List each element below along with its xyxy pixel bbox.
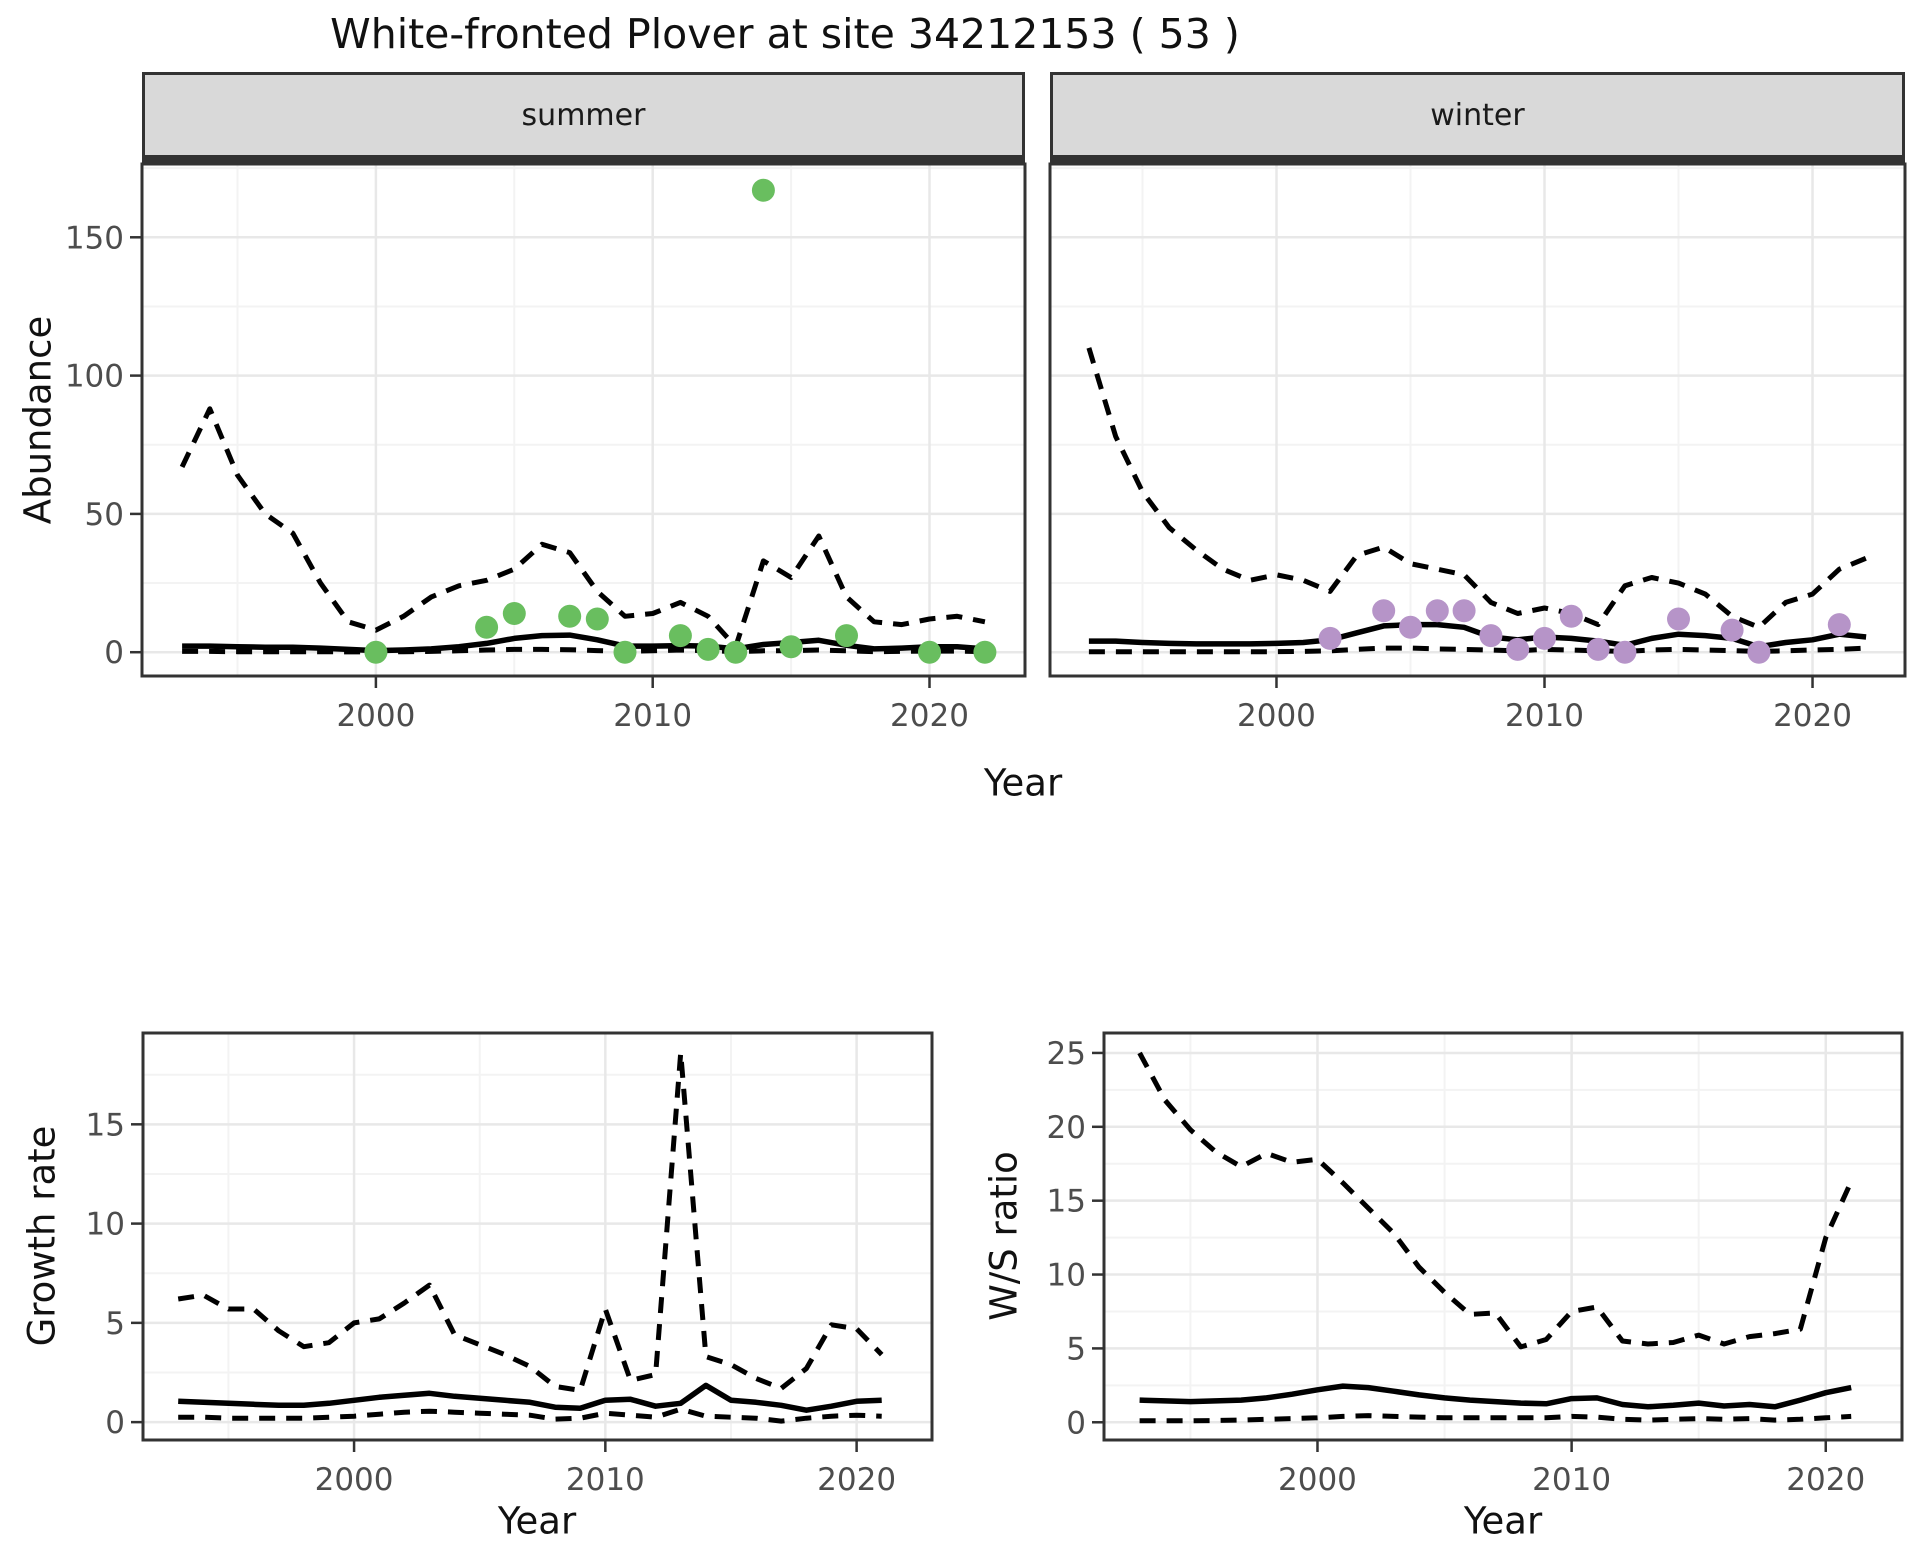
page-title: White-fronted Plover at site 34212153 ( … [330, 10, 1240, 58]
growth-y-tick-label: 5 [105, 1306, 125, 1342]
summer-observation-dot [751, 178, 775, 202]
summer-observation-dot [475, 615, 499, 639]
summer-y-tick-label: 50 [85, 497, 124, 533]
ws-y-tick-label: 0 [1066, 1405, 1086, 1441]
winter-observation-dot [1425, 599, 1449, 623]
ws-y-tick-label: 15 [1047, 1184, 1086, 1220]
winter-lower_90CI-line [1088, 645, 1867, 655]
winter-upper_90CI-line [1086, 347, 1868, 630]
facet-strip-winter-label: winter [1430, 97, 1525, 133]
growth-y-tick-label: 0 [105, 1405, 125, 1441]
summer-x-tick-label: 2000 [336, 698, 415, 734]
summer-observation-dot [918, 640, 941, 664]
ws-upper_90CI-line [1137, 1051, 1854, 1350]
x-axis-title-year-bottom-left: Year [497, 1499, 577, 1543]
winter-observation-dot [1613, 640, 1637, 664]
ws-y-tick-label: 25 [1047, 1036, 1086, 1072]
growth-x-tick-label: 2010 [566, 1462, 645, 1498]
ws-median-line [1139, 1383, 1852, 1410]
ws-x-tick-label: 2010 [1532, 1462, 1611, 1498]
summer-observation-dot [613, 640, 637, 664]
winter-observation-dot [1720, 618, 1744, 642]
winter-panel-border [1048, 162, 1907, 678]
summer-y-tick-label: 0 [104, 635, 124, 671]
x-axis-title-year-bottom-right: Year [1463, 1499, 1543, 1543]
winter-observation-dot [1667, 607, 1690, 631]
summer-observation-dot [668, 624, 692, 648]
summer-observation-dot [696, 637, 720, 661]
winter-observation-dot [1747, 640, 1771, 664]
growth-upper_90CI-line [177, 1050, 884, 1393]
summer-upper_90CI-line [179, 406, 986, 650]
ws-y-tick-label: 20 [1047, 1110, 1086, 1146]
winter-observation-dot [1399, 615, 1422, 639]
summer-y-tick-label: 100 [65, 359, 124, 395]
winter-observation-dot [1372, 599, 1396, 623]
summer-observation-dot [585, 607, 609, 631]
summer-observation-dot [973, 640, 997, 664]
winter-observation-dot [1506, 637, 1530, 661]
ws-x-tick-label: 2020 [1786, 1462, 1865, 1498]
facet-strip-summer: summer [142, 72, 1025, 164]
summer-x-tick-label: 2020 [890, 698, 969, 734]
winter-observation-dot [1559, 604, 1583, 628]
ws-panel-border [1102, 1031, 1904, 1442]
summer-x-tick-label: 2010 [613, 698, 692, 734]
winter-observation-dot [1827, 613, 1851, 637]
summer-observation-dot [779, 635, 803, 659]
growth-x-tick-label: 2000 [315, 1462, 394, 1498]
winter-median-line [1088, 621, 1867, 650]
ws-lower_90CI-line [1139, 1413, 1852, 1424]
winter-x-tick-label: 2020 [1773, 698, 1852, 734]
winter-x-tick-label: 2010 [1505, 698, 1584, 734]
winter-observation-dot [1533, 626, 1556, 650]
winter-observation-dot [1452, 599, 1476, 623]
winter-observation-dot [1586, 637, 1610, 661]
facet-strip-summer-label: summer [521, 97, 646, 133]
summer-observation-dot [835, 624, 858, 648]
summer-observation-dot [364, 640, 388, 664]
growth-x-tick-label: 2020 [817, 1462, 896, 1498]
summer-observation-dot [724, 640, 748, 664]
growth-y-tick-label: 15 [86, 1107, 125, 1143]
growth-lower_90CI-line [178, 1406, 882, 1424]
facet-strip-winter: winter [1050, 72, 1905, 164]
summer-panel-border [140, 162, 1027, 678]
summer-median-line [182, 632, 986, 654]
x-axis-title-year-top: Year [983, 761, 1063, 805]
ws-y-tick-label: 10 [1047, 1258, 1086, 1294]
summer-observation-dot [502, 602, 526, 625]
y-axis-title-ws-ratio: W/S ratio [982, 1151, 1026, 1321]
y-axis-title-abundance: Abundance [16, 315, 60, 525]
ws-y-tick-label: 5 [1066, 1331, 1086, 1367]
ws-x-tick-label: 2000 [1278, 1462, 1357, 1498]
summer-y-tick-label: 150 [65, 220, 124, 256]
y-axis-title-growth-rate: Growth rate [20, 1125, 64, 1347]
winter-observation-dot [1318, 626, 1342, 650]
winter-observation-dot [1479, 624, 1503, 648]
growth-median-line [178, 1382, 882, 1413]
winter-x-tick-label: 2000 [1237, 698, 1316, 734]
summer-observation-dot [558, 604, 582, 628]
growth-y-tick-label: 10 [86, 1207, 125, 1243]
growth-panel-border [141, 1031, 934, 1442]
